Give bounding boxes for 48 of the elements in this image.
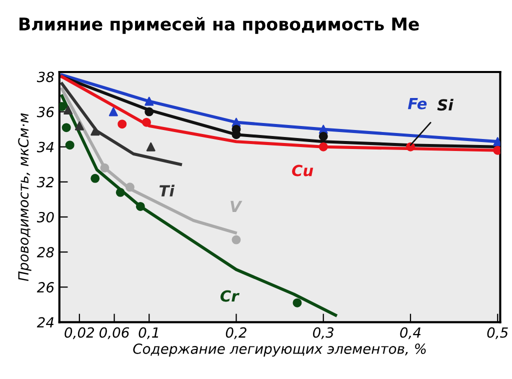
annotation: Ti (160, 184, 175, 196)
point (406, 142, 415, 152)
annotation: Fe (408, 98, 427, 110)
annotation: V (230, 200, 242, 212)
point (90, 174, 100, 183)
y-tick-label: 30 (36, 212, 54, 222)
point (142, 118, 152, 127)
line-series (60, 94, 338, 317)
point (74, 121, 84, 130)
y-tick-label: 34 (36, 142, 54, 152)
point (318, 142, 328, 152)
point (65, 140, 74, 150)
y-tick-label: 32 (36, 176, 54, 188)
point (125, 182, 134, 192)
x-tick-label: 0,3 (313, 327, 334, 340)
point (116, 188, 125, 197)
x-tick-label: 0,02 (64, 327, 94, 340)
point (292, 298, 302, 308)
line-series (60, 82, 182, 166)
point (146, 142, 156, 152)
point (232, 235, 241, 244)
point (118, 120, 127, 129)
x-tick-label: 0,1 (138, 327, 158, 340)
point (144, 107, 154, 116)
x-axis-title: Содержание легирующих элементов, % (133, 343, 426, 357)
y-tick-label: 26 (36, 282, 54, 293)
annotation: Cu (292, 164, 314, 176)
y-axis-title: Проводимость, мкСм·м (18, 113, 32, 282)
point (136, 202, 145, 211)
point (64, 106, 73, 115)
point (62, 123, 71, 132)
chart-title: Влияние примесей на проводимость Me (20, 17, 419, 34)
point (108, 107, 118, 116)
y-tick-label: 38 (36, 72, 54, 82)
point (59, 102, 67, 112)
x-tick-label: 0,4 (400, 327, 421, 340)
x-tick-label: 0,06 (100, 327, 130, 340)
point (318, 132, 328, 141)
y-tick-label: 36 (36, 106, 54, 118)
point (144, 96, 154, 106)
point (100, 163, 110, 172)
x-tick-label: 0,5 (487, 327, 508, 340)
y-tick-label: 24 (36, 317, 54, 328)
point (90, 126, 100, 136)
y-tick-label: 28 (36, 247, 54, 258)
annotation: Cr (220, 290, 240, 302)
annotation: Si (437, 98, 454, 111)
x-tick-label: 0,2 (226, 327, 246, 340)
